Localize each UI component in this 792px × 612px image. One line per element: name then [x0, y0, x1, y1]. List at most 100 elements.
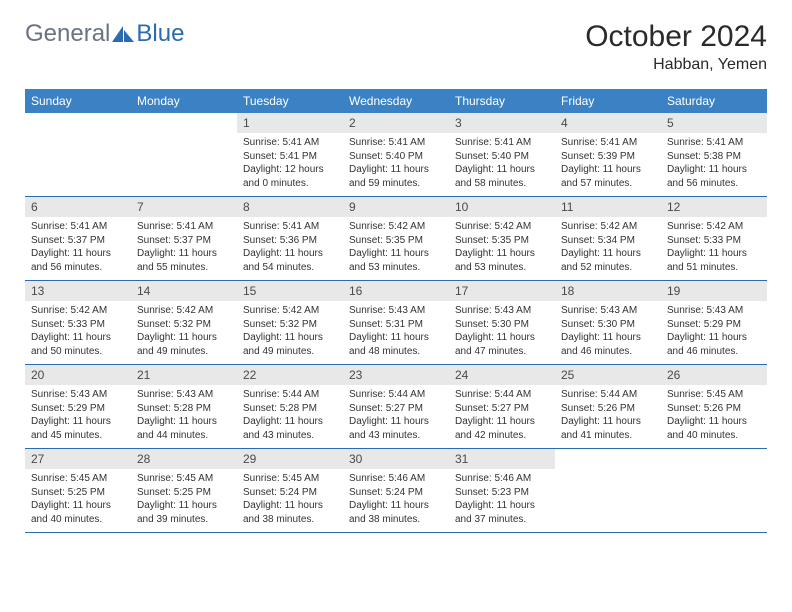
day-body: Sunrise: 5:41 AMSunset: 5:38 PMDaylight:…: [661, 133, 767, 196]
logo: General Blue: [25, 20, 184, 48]
calendar-day: 27Sunrise: 5:45 AMSunset: 5:25 PMDayligh…: [25, 449, 131, 533]
day-number: 30: [343, 449, 449, 469]
day-number: 27: [25, 449, 131, 469]
weekday-header: Tuesday: [237, 89, 343, 113]
day-number: 4: [555, 113, 661, 133]
day-body: Sunrise: 5:44 AMSunset: 5:28 PMDaylight:…: [237, 385, 343, 448]
day-number: 3: [449, 113, 555, 133]
day-body: Sunrise: 5:41 AMSunset: 5:40 PMDaylight:…: [343, 133, 449, 196]
day-body: Sunrise: 5:41 AMSunset: 5:39 PMDaylight:…: [555, 133, 661, 196]
calendar-table: SundayMondayTuesdayWednesdayThursdayFrid…: [25, 89, 767, 533]
day-body: Sunrise: 5:43 AMSunset: 5:31 PMDaylight:…: [343, 301, 449, 364]
weekday-row: SundayMondayTuesdayWednesdayThursdayFrid…: [25, 89, 767, 113]
calendar-day: 14Sunrise: 5:42 AMSunset: 5:32 PMDayligh…: [131, 281, 237, 365]
day-number: 23: [343, 365, 449, 385]
calendar-day: 7Sunrise: 5:41 AMSunset: 5:37 PMDaylight…: [131, 197, 237, 281]
day-number: 1: [237, 113, 343, 133]
calendar-day: 11Sunrise: 5:42 AMSunset: 5:34 PMDayligh…: [555, 197, 661, 281]
day-number: 29: [237, 449, 343, 469]
calendar-day: 30Sunrise: 5:46 AMSunset: 5:24 PMDayligh…: [343, 449, 449, 533]
calendar-day: 29Sunrise: 5:45 AMSunset: 5:24 PMDayligh…: [237, 449, 343, 533]
day-number: 10: [449, 197, 555, 217]
calendar-day: 17Sunrise: 5:43 AMSunset: 5:30 PMDayligh…: [449, 281, 555, 365]
calendar-row: 1Sunrise: 5:41 AMSunset: 5:41 PMDaylight…: [25, 113, 767, 197]
calendar-row: 27Sunrise: 5:45 AMSunset: 5:25 PMDayligh…: [25, 449, 767, 533]
calendar-day: 3Sunrise: 5:41 AMSunset: 5:40 PMDaylight…: [449, 113, 555, 197]
calendar-day: 18Sunrise: 5:43 AMSunset: 5:30 PMDayligh…: [555, 281, 661, 365]
weekday-header: Wednesday: [343, 89, 449, 113]
day-body: Sunrise: 5:41 AMSunset: 5:40 PMDaylight:…: [449, 133, 555, 196]
calendar-empty: [131, 113, 237, 197]
calendar-day: 19Sunrise: 5:43 AMSunset: 5:29 PMDayligh…: [661, 281, 767, 365]
calendar-row: 20Sunrise: 5:43 AMSunset: 5:29 PMDayligh…: [25, 365, 767, 449]
day-number: 2: [343, 113, 449, 133]
calendar-day: 2Sunrise: 5:41 AMSunset: 5:40 PMDaylight…: [343, 113, 449, 197]
day-number: 28: [131, 449, 237, 469]
day-body: Sunrise: 5:44 AMSunset: 5:27 PMDaylight:…: [343, 385, 449, 448]
day-number: 19: [661, 281, 767, 301]
day-number: 8: [237, 197, 343, 217]
calendar-empty: [555, 449, 661, 533]
month-title: October 2024: [585, 20, 767, 54]
calendar-empty: [661, 449, 767, 533]
day-body: Sunrise: 5:44 AMSunset: 5:26 PMDaylight:…: [555, 385, 661, 448]
calendar-day: 4Sunrise: 5:41 AMSunset: 5:39 PMDaylight…: [555, 113, 661, 197]
calendar-day: 21Sunrise: 5:43 AMSunset: 5:28 PMDayligh…: [131, 365, 237, 449]
day-number: 25: [555, 365, 661, 385]
weekday-header: Thursday: [449, 89, 555, 113]
calendar-empty: [25, 113, 131, 197]
day-body: Sunrise: 5:45 AMSunset: 5:24 PMDaylight:…: [237, 469, 343, 532]
day-number: 22: [237, 365, 343, 385]
day-body: Sunrise: 5:44 AMSunset: 5:27 PMDaylight:…: [449, 385, 555, 448]
calendar-day: 23Sunrise: 5:44 AMSunset: 5:27 PMDayligh…: [343, 365, 449, 449]
calendar-row: 6Sunrise: 5:41 AMSunset: 5:37 PMDaylight…: [25, 197, 767, 281]
title-block: October 2024 Habban, Yemen: [585, 20, 767, 74]
day-number: 5: [661, 113, 767, 133]
day-body: Sunrise: 5:42 AMSunset: 5:33 PMDaylight:…: [25, 301, 131, 364]
day-body: Sunrise: 5:46 AMSunset: 5:23 PMDaylight:…: [449, 469, 555, 532]
day-number: 15: [237, 281, 343, 301]
weekday-header: Saturday: [661, 89, 767, 113]
calendar-row: 13Sunrise: 5:42 AMSunset: 5:33 PMDayligh…: [25, 281, 767, 365]
logo-text-general: General: [25, 20, 110, 48]
calendar-day: 10Sunrise: 5:42 AMSunset: 5:35 PMDayligh…: [449, 197, 555, 281]
logo-text-blue: Blue: [136, 20, 184, 48]
day-number: 12: [661, 197, 767, 217]
day-body: Sunrise: 5:42 AMSunset: 5:32 PMDaylight:…: [131, 301, 237, 364]
day-number: 7: [131, 197, 237, 217]
logo-sail-icon: [112, 26, 134, 42]
calendar-head: SundayMondayTuesdayWednesdayThursdayFrid…: [25, 89, 767, 113]
day-body: Sunrise: 5:43 AMSunset: 5:28 PMDaylight:…: [131, 385, 237, 448]
day-number: 6: [25, 197, 131, 217]
header: General Blue October 2024 Habban, Yemen: [25, 20, 767, 74]
day-number: 18: [555, 281, 661, 301]
calendar-day: 20Sunrise: 5:43 AMSunset: 5:29 PMDayligh…: [25, 365, 131, 449]
weekday-header: Monday: [131, 89, 237, 113]
day-number: 20: [25, 365, 131, 385]
day-body: Sunrise: 5:43 AMSunset: 5:29 PMDaylight:…: [661, 301, 767, 364]
day-body: Sunrise: 5:43 AMSunset: 5:30 PMDaylight:…: [555, 301, 661, 364]
weekday-header: Friday: [555, 89, 661, 113]
calendar-day: 9Sunrise: 5:42 AMSunset: 5:35 PMDaylight…: [343, 197, 449, 281]
calendar-day: 31Sunrise: 5:46 AMSunset: 5:23 PMDayligh…: [449, 449, 555, 533]
day-body: Sunrise: 5:42 AMSunset: 5:33 PMDaylight:…: [661, 217, 767, 280]
day-body: Sunrise: 5:42 AMSunset: 5:34 PMDaylight:…: [555, 217, 661, 280]
calendar-day: 12Sunrise: 5:42 AMSunset: 5:33 PMDayligh…: [661, 197, 767, 281]
calendar-day: 28Sunrise: 5:45 AMSunset: 5:25 PMDayligh…: [131, 449, 237, 533]
calendar-day: 13Sunrise: 5:42 AMSunset: 5:33 PMDayligh…: [25, 281, 131, 365]
calendar-day: 5Sunrise: 5:41 AMSunset: 5:38 PMDaylight…: [661, 113, 767, 197]
day-number: 16: [343, 281, 449, 301]
day-body: Sunrise: 5:41 AMSunset: 5:36 PMDaylight:…: [237, 217, 343, 280]
calendar-day: 24Sunrise: 5:44 AMSunset: 5:27 PMDayligh…: [449, 365, 555, 449]
day-body: Sunrise: 5:46 AMSunset: 5:24 PMDaylight:…: [343, 469, 449, 532]
day-body: Sunrise: 5:41 AMSunset: 5:37 PMDaylight:…: [131, 217, 237, 280]
day-body: Sunrise: 5:43 AMSunset: 5:30 PMDaylight:…: [449, 301, 555, 364]
calendar-day: 6Sunrise: 5:41 AMSunset: 5:37 PMDaylight…: [25, 197, 131, 281]
day-number: 11: [555, 197, 661, 217]
day-number: 26: [661, 365, 767, 385]
day-body: Sunrise: 5:45 AMSunset: 5:25 PMDaylight:…: [131, 469, 237, 532]
day-number: 24: [449, 365, 555, 385]
calendar-day: 16Sunrise: 5:43 AMSunset: 5:31 PMDayligh…: [343, 281, 449, 365]
day-body: Sunrise: 5:45 AMSunset: 5:25 PMDaylight:…: [25, 469, 131, 532]
day-body: Sunrise: 5:42 AMSunset: 5:35 PMDaylight:…: [343, 217, 449, 280]
